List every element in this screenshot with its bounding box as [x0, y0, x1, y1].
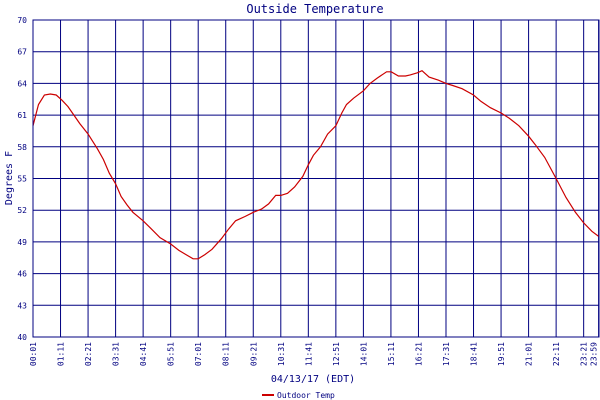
x-tick-label: 11:41 — [304, 342, 313, 366]
y-tick-label: 52 — [17, 206, 27, 215]
y-tick-label: 67 — [17, 48, 27, 57]
x-tick-label: 05:51 — [167, 342, 176, 366]
x-tick-label: 18:41 — [470, 342, 479, 366]
x-tick-label: 02:21 — [84, 342, 93, 366]
plot-frame — [32, 19, 600, 338]
x-tick-label: 08:11 — [222, 342, 231, 366]
legend-label-outdoor-temp: Outdoor Temp — [277, 391, 335, 400]
x-tick-label: 22:11 — [552, 342, 561, 366]
x-tick-label: 01:11 — [57, 342, 66, 366]
chart-title: Outside Temperature — [246, 2, 383, 16]
x-tick-label: 14:01 — [359, 342, 368, 366]
legend: Outdoor Temp — [262, 391, 335, 400]
y-tick-label: 70 — [17, 16, 27, 25]
y-tick-label: 43 — [17, 301, 27, 310]
y-axis-label: Degrees F — [4, 151, 15, 205]
y-tick-labels: 40 43 46 49 52 55 58 61 64 67 70 — [17, 16, 27, 342]
y-tick-label: 61 — [17, 111, 27, 120]
x-tick-label: 23:59 — [590, 342, 599, 366]
x-tick-labels: 00:01 01:11 02:21 03:31 04:41 05:51 07:01 08:11… — [29, 342, 599, 366]
x-tick-label: 09:21 — [249, 342, 258, 366]
x-tick-label: 00:01 — [29, 342, 38, 366]
x-tick-label: 17:31 — [442, 342, 451, 366]
x-tick-label: 07:01 — [194, 342, 203, 366]
y-tick-label: 40 — [17, 333, 27, 342]
series-line-outdoor-temp — [32, 69, 600, 260]
x-tick-label: 10:31 — [277, 342, 286, 366]
x-tick-label: 12:51 — [332, 342, 341, 366]
y-tick-label: 49 — [17, 238, 27, 247]
y-tick-label: 64 — [17, 79, 27, 88]
x-tick-label: 21:01 — [525, 342, 534, 366]
grid — [32, 19, 600, 338]
x-tick-label: 15:11 — [387, 342, 396, 366]
y-tick-label: 55 — [17, 175, 27, 184]
x-tick-label: 19:51 — [497, 342, 506, 366]
y-tick-label: 46 — [17, 270, 27, 279]
x-tick-label: 04:41 — [139, 342, 148, 366]
x-axis-label: 04/13/17 (EDT) — [271, 374, 355, 385]
x-tick-label: 23:21 — [580, 342, 589, 366]
y-tick-label: 58 — [17, 143, 27, 152]
x-tick-label: 03:31 — [112, 342, 121, 366]
x-tick-label: 16:21 — [414, 342, 423, 366]
